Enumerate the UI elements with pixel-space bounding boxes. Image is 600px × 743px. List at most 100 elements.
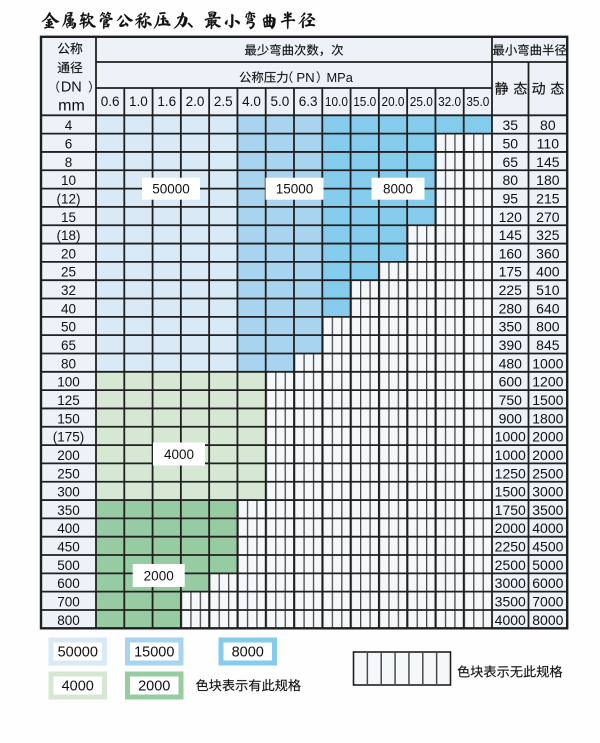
svg-text:10.0: 10.0 bbox=[325, 94, 348, 109]
svg-text:8000: 8000 bbox=[532, 612, 563, 628]
svg-text:40: 40 bbox=[61, 301, 76, 316]
svg-text:4000: 4000 bbox=[495, 612, 526, 628]
svg-text:360: 360 bbox=[536, 245, 560, 261]
svg-text:200: 200 bbox=[57, 448, 80, 463]
svg-text:1000: 1000 bbox=[495, 429, 526, 445]
svg-text:2.0: 2.0 bbox=[186, 94, 205, 109]
svg-text:8: 8 bbox=[65, 155, 73, 170]
svg-text:2500: 2500 bbox=[495, 557, 526, 573]
svg-text:50000: 50000 bbox=[152, 181, 190, 196]
svg-text:350: 350 bbox=[499, 319, 523, 335]
svg-text:145: 145 bbox=[536, 154, 560, 170]
svg-text:1500: 1500 bbox=[495, 484, 526, 500]
svg-text:1.6: 1.6 bbox=[157, 94, 176, 109]
svg-text:(18): (18) bbox=[56, 228, 80, 243]
svg-text:845: 845 bbox=[536, 337, 560, 353]
svg-text:280: 280 bbox=[499, 300, 523, 316]
svg-text:0.6: 0.6 bbox=[101, 94, 120, 109]
svg-text:250: 250 bbox=[57, 466, 80, 481]
svg-text:65: 65 bbox=[502, 154, 518, 170]
svg-text:120: 120 bbox=[499, 209, 523, 225]
svg-text:160: 160 bbox=[499, 245, 523, 261]
svg-text:4000: 4000 bbox=[532, 520, 563, 536]
svg-text:25: 25 bbox=[61, 265, 76, 280]
svg-text:225: 225 bbox=[499, 282, 523, 298]
svg-text:mm: mm bbox=[58, 97, 85, 114]
svg-text:400: 400 bbox=[57, 521, 80, 536]
svg-text:15.0: 15.0 bbox=[353, 94, 376, 109]
svg-text:20: 20 bbox=[61, 246, 76, 261]
svg-text:MPa: MPa bbox=[327, 70, 354, 85]
svg-text:6.3: 6.3 bbox=[299, 94, 318, 109]
svg-text:1250: 1250 bbox=[495, 465, 526, 481]
svg-text:10: 10 bbox=[61, 173, 76, 188]
svg-text:5.0: 5.0 bbox=[270, 94, 289, 109]
svg-text:640: 640 bbox=[536, 300, 560, 316]
svg-text:1750: 1750 bbox=[495, 502, 526, 518]
svg-text:6000: 6000 bbox=[532, 575, 563, 591]
svg-text:100: 100 bbox=[57, 375, 80, 390]
svg-text:PN: PN bbox=[296, 70, 314, 85]
svg-text:15000: 15000 bbox=[276, 181, 314, 196]
svg-text:350: 350 bbox=[57, 503, 80, 518]
svg-text:2000: 2000 bbox=[532, 429, 563, 445]
svg-text:600: 600 bbox=[499, 374, 523, 390]
svg-text:80: 80 bbox=[502, 172, 518, 188]
svg-text:1.0: 1.0 bbox=[129, 94, 148, 109]
svg-text:480: 480 bbox=[499, 355, 523, 371]
svg-text:2000: 2000 bbox=[495, 520, 526, 536]
svg-text:95: 95 bbox=[502, 190, 518, 206]
svg-text:50000: 50000 bbox=[58, 645, 98, 661]
svg-text:5000: 5000 bbox=[532, 557, 563, 573]
svg-text:175: 175 bbox=[499, 264, 523, 280]
svg-text:7000: 7000 bbox=[532, 594, 563, 610]
svg-text:(175): (175) bbox=[53, 430, 85, 445]
svg-text:20.0: 20.0 bbox=[382, 94, 405, 109]
svg-text:400: 400 bbox=[536, 264, 560, 280]
svg-text:50: 50 bbox=[502, 135, 518, 151]
svg-text:1800: 1800 bbox=[532, 410, 563, 426]
svg-text:80: 80 bbox=[540, 117, 556, 133]
svg-text:DN: DN bbox=[61, 79, 82, 95]
svg-text:4: 4 bbox=[65, 118, 73, 133]
svg-text:700: 700 bbox=[57, 595, 80, 610]
svg-text:1500: 1500 bbox=[532, 392, 563, 408]
svg-text:15: 15 bbox=[61, 210, 76, 225]
svg-text:25.0: 25.0 bbox=[410, 94, 433, 109]
svg-text:4500: 4500 bbox=[532, 539, 563, 555]
svg-text:80: 80 bbox=[61, 356, 76, 371]
svg-text:800: 800 bbox=[57, 613, 80, 628]
svg-text:270: 270 bbox=[536, 209, 560, 225]
svg-text:35.0: 35.0 bbox=[466, 94, 489, 109]
svg-text:390: 390 bbox=[499, 337, 523, 353]
svg-text:8000: 8000 bbox=[232, 645, 264, 661]
svg-text:4000: 4000 bbox=[62, 679, 94, 695]
svg-text:3500: 3500 bbox=[495, 594, 526, 610]
svg-text:2250: 2250 bbox=[495, 539, 526, 555]
svg-text:50: 50 bbox=[61, 320, 76, 335]
svg-text:900: 900 bbox=[499, 410, 523, 426]
svg-text:600: 600 bbox=[57, 576, 80, 591]
svg-text:215: 215 bbox=[536, 190, 560, 206]
svg-text:32: 32 bbox=[61, 283, 76, 298]
svg-text:750: 750 bbox=[499, 392, 523, 408]
svg-text:3000: 3000 bbox=[532, 484, 563, 500]
svg-text:1200: 1200 bbox=[532, 374, 563, 390]
svg-text:110: 110 bbox=[537, 135, 560, 151]
svg-text:15000: 15000 bbox=[134, 645, 174, 661]
svg-text:4.0: 4.0 bbox=[242, 94, 261, 109]
svg-text:1000: 1000 bbox=[532, 355, 563, 371]
svg-text:4000: 4000 bbox=[164, 447, 194, 462]
svg-text:(12): (12) bbox=[56, 191, 80, 206]
svg-text:2000: 2000 bbox=[138, 679, 170, 695]
svg-text:3000: 3000 bbox=[495, 575, 526, 591]
svg-text:450: 450 bbox=[57, 540, 80, 555]
svg-text:6: 6 bbox=[65, 136, 73, 151]
svg-text:3500: 3500 bbox=[532, 502, 563, 518]
svg-text:8000: 8000 bbox=[383, 181, 413, 196]
svg-text:145: 145 bbox=[499, 227, 523, 243]
svg-text:150: 150 bbox=[57, 411, 80, 426]
svg-text:2000: 2000 bbox=[144, 568, 174, 583]
svg-text:65: 65 bbox=[61, 338, 76, 353]
svg-text:1000: 1000 bbox=[495, 447, 526, 463]
